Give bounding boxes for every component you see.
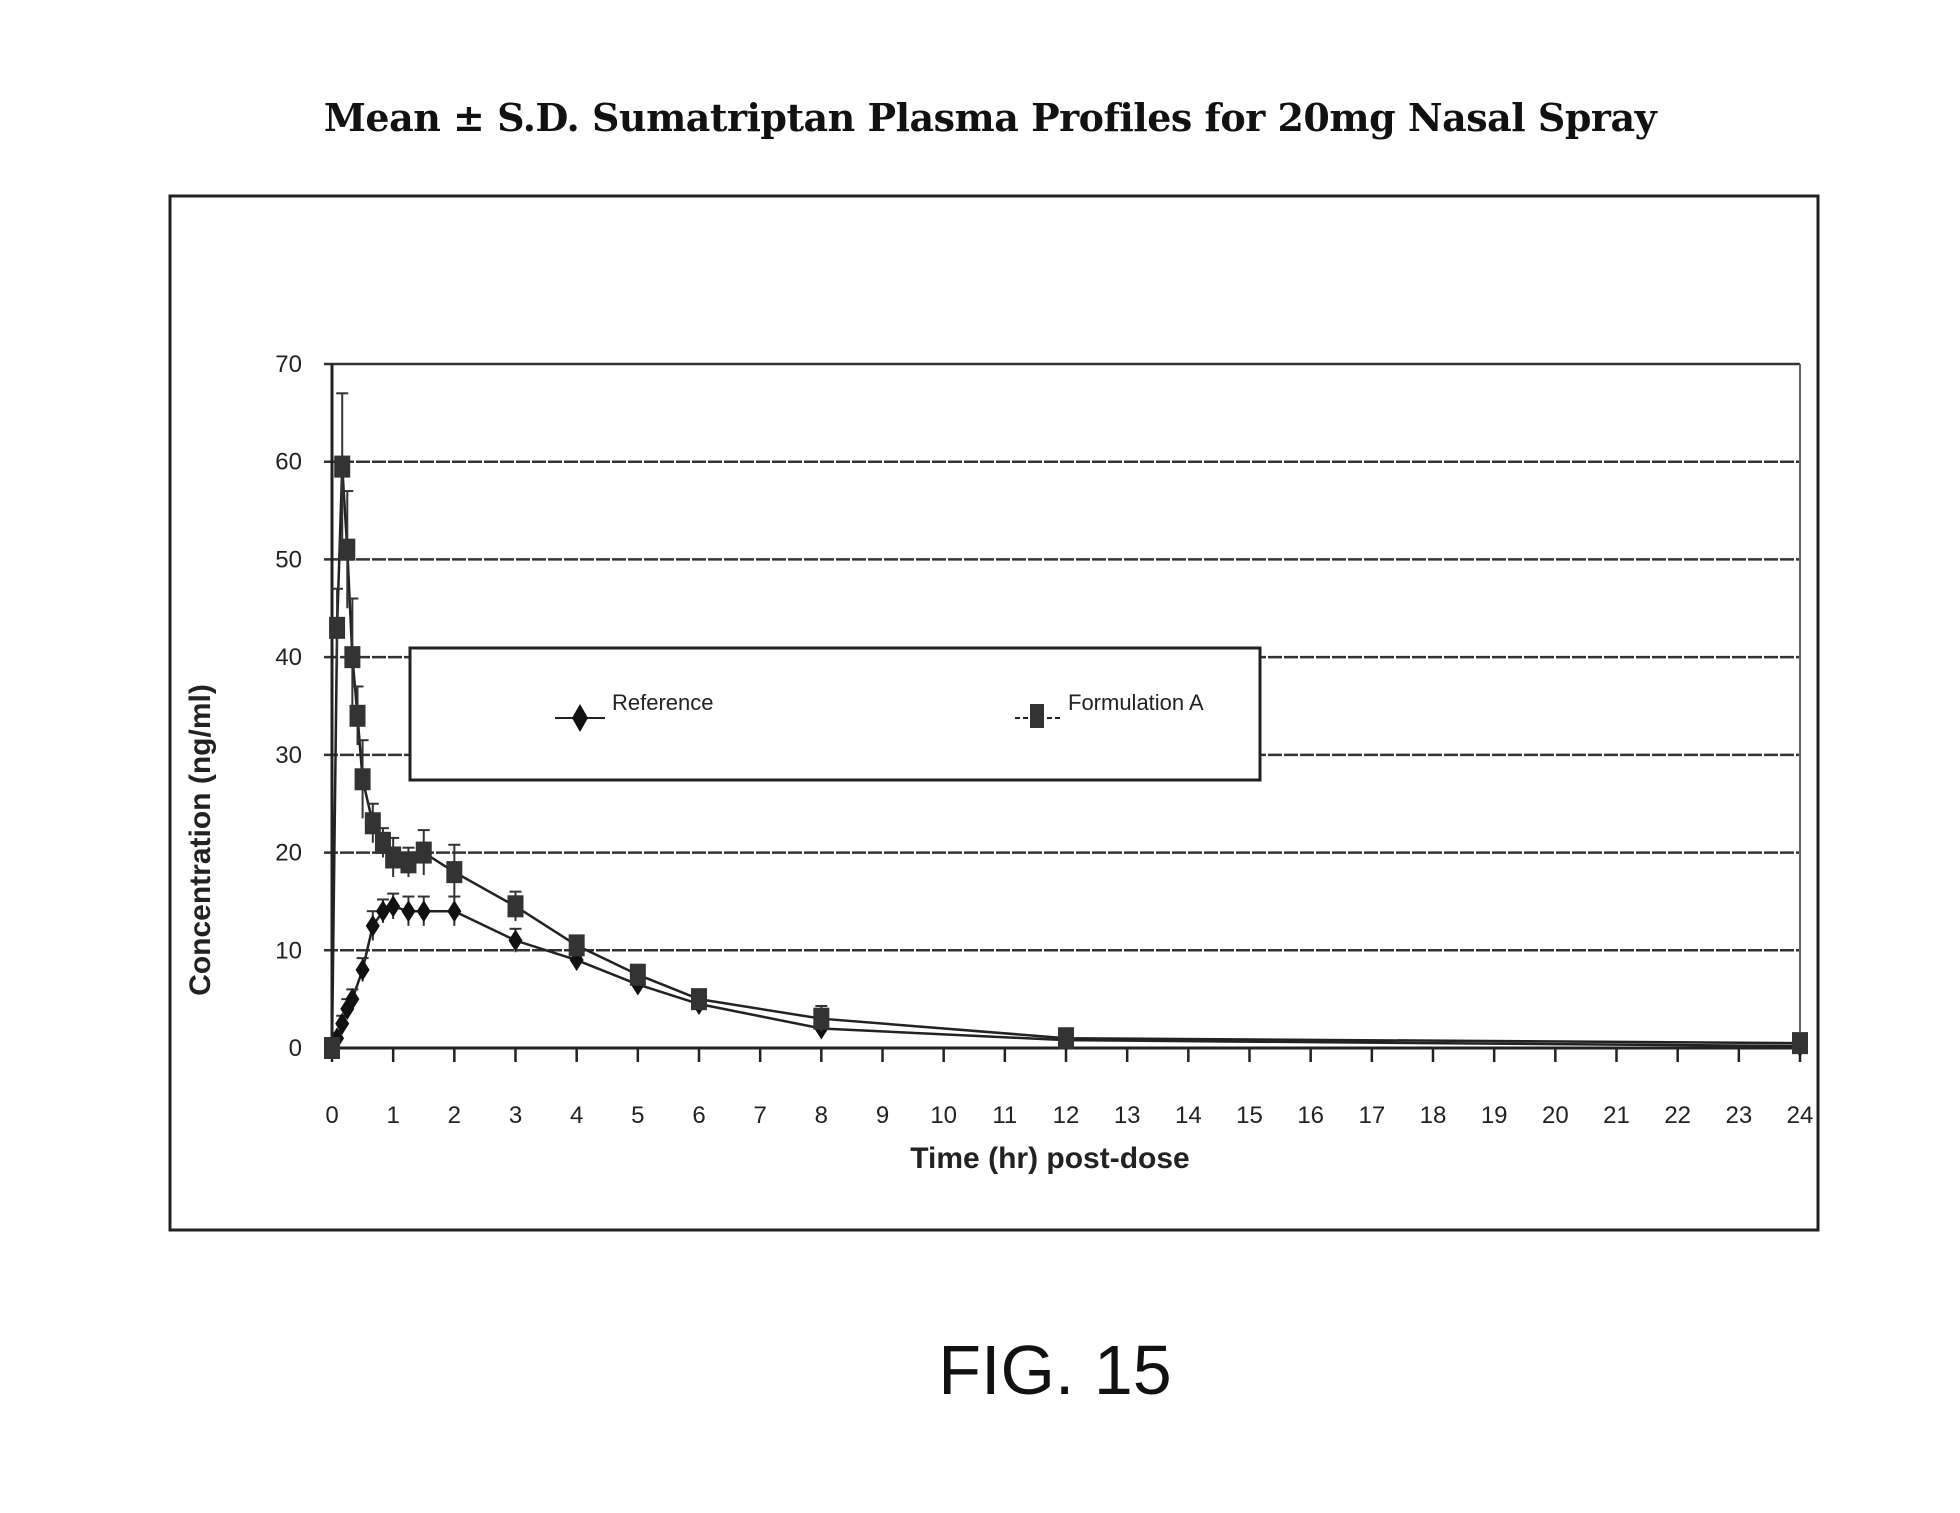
legend-label-reference: Reference (612, 690, 714, 715)
data-point (417, 900, 431, 922)
x-axis-label: Time (hr) post-dose (910, 1142, 1189, 1175)
x-tick-label: 18 (1420, 1102, 1447, 1129)
x-tick-label: 6 (692, 1102, 705, 1129)
data-point (339, 539, 355, 561)
data-point (334, 456, 350, 478)
legend: Reference Formulation A (410, 648, 1260, 780)
data-point (324, 1037, 340, 1059)
y-tick-label: 0 (289, 1035, 302, 1062)
x-tick-label: 17 (1358, 1102, 1385, 1129)
data-point (329, 617, 345, 639)
y-tick-label: 50 (275, 546, 302, 573)
x-tick-label: 4 (570, 1102, 583, 1129)
x-tick-label: 19 (1481, 1102, 1508, 1129)
y-tick-label: 60 (275, 449, 302, 476)
data-point (813, 1008, 829, 1030)
x-tick-label: 3 (509, 1102, 522, 1129)
data-point (355, 768, 371, 790)
x-tick-label: 23 (1725, 1102, 1752, 1129)
y-axis-label: Concentration (ng/ml) (184, 684, 217, 996)
x-tick-label: 1 (386, 1102, 399, 1129)
series-line (332, 906, 1800, 1048)
x-tick-label: 16 (1297, 1102, 1324, 1129)
x-tick-label: 12 (1053, 1102, 1080, 1129)
x-tick-label: 7 (753, 1102, 766, 1129)
data-point (508, 895, 524, 917)
x-tick-label: 0 (325, 1102, 338, 1129)
data-point (385, 846, 401, 868)
x-tick-label: 2 (448, 1102, 461, 1129)
chart: 0102030405060700123456789101112131415161… (0, 0, 1960, 1513)
data-point (509, 930, 523, 952)
figure-label: FIG. 15 (0, 1330, 1960, 1410)
x-tick-label: 10 (930, 1102, 957, 1129)
y-tick-label: 20 (275, 840, 302, 867)
data-point (447, 900, 461, 922)
x-tick-label: 14 (1175, 1102, 1202, 1129)
data-point (446, 861, 462, 883)
data-point (630, 964, 646, 986)
x-tick-label: 13 (1114, 1102, 1141, 1129)
data-point (400, 851, 416, 873)
data-point (416, 842, 432, 864)
x-tick-label: 5 (631, 1102, 644, 1129)
data-point (1792, 1032, 1808, 1054)
x-tick-label: 15 (1236, 1102, 1263, 1129)
data-point (356, 959, 370, 981)
y-tick-label: 30 (275, 742, 302, 769)
x-tick-label: 21 (1603, 1102, 1630, 1129)
y-tick-label: 40 (275, 644, 302, 671)
x-tick-label: 22 (1664, 1102, 1691, 1129)
data-point (365, 812, 381, 834)
x-tick-label: 9 (876, 1102, 889, 1129)
y-tick-label: 10 (275, 937, 302, 964)
x-tick-label: 8 (815, 1102, 828, 1129)
data-point (691, 988, 707, 1010)
data-point (1058, 1027, 1074, 1049)
data-point (350, 705, 366, 727)
data-point (344, 646, 360, 668)
x-tick-label: 11 (992, 1102, 1017, 1129)
x-tick-label: 24 (1787, 1102, 1814, 1129)
y-tick-label: 70 (275, 351, 302, 378)
data-point (569, 934, 585, 956)
x-tick-label: 20 (1542, 1102, 1569, 1129)
legend-marker-formulation-a (1030, 704, 1044, 728)
data-point (401, 900, 415, 922)
legend-label-formulation-a: Formulation A (1068, 690, 1204, 715)
